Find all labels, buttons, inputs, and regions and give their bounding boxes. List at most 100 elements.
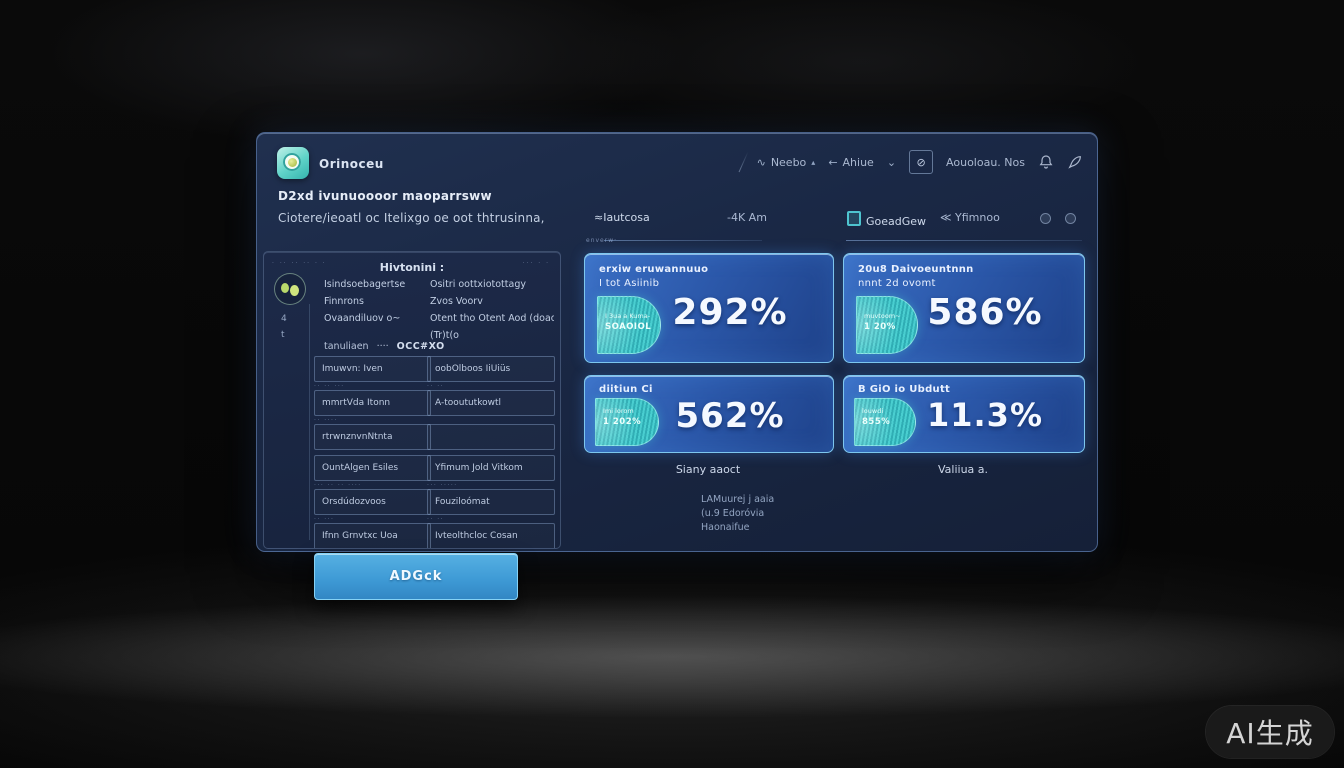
avatar-blob-2 <box>290 285 299 296</box>
card-title: diitiun Ci <box>599 384 653 395</box>
gauge-label: muvtoom~ <box>864 311 901 320</box>
field-hint: ·· ·· <box>427 383 445 390</box>
panel-dots-left: · ·· ·· ·· · · <box>272 260 327 267</box>
nav-menu-1[interactable]: ∿ Neebo ▴ <box>757 156 816 169</box>
metric-card-4: B GiO io Ubdutt louwdi 855% 11.3% <box>843 375 1085 453</box>
card-title: B GiO io Ubdutt <box>858 384 951 395</box>
input-field[interactable]: Fouziloómat <box>427 489 555 515</box>
metric-card-2: 20u8 Daivoeuntnnn nnnt 2d ovomt muvtoom~… <box>843 253 1085 363</box>
input-field[interactable]: Ivteolthcloc Cosan <box>427 523 555 548</box>
input-field[interactable]: A-tooututkowtl <box>427 390 555 416</box>
tab-overview-label: GoeadGew <box>866 215 927 228</box>
metric-value: 11.3% <box>926 396 1043 434</box>
footnote: LAMuurej j aaia (u.9 Edoróvia Haonaifue <box>701 493 774 535</box>
input-field[interactable]: Yfimum Jold Vitkom <box>427 455 555 481</box>
divider-left <box>604 240 762 241</box>
app-logo-icon <box>277 147 309 179</box>
input-field[interactable]: mmrtVda Itonn <box>314 390 431 416</box>
bell-icon[interactable] <box>1038 154 1054 170</box>
avatar-blob-1 <box>281 283 289 293</box>
panel-divider <box>309 304 310 540</box>
gauge-value: 1 20% <box>864 321 896 332</box>
page-title: D2xd ivunuoooor maoparrsww <box>278 189 492 203</box>
quill-icon[interactable] <box>1067 154 1083 170</box>
input-field[interactable] <box>427 424 555 450</box>
profile-menu[interactable]: Aouoloau. Nos <box>946 156 1025 169</box>
ai-watermark-badge: AI生成 <box>1206 706 1334 758</box>
field-hint: ·· ·· <box>427 516 445 523</box>
gauge-icon: Imi lorom 1 202% <box>595 398 659 446</box>
gauge-value: 1 202% <box>603 417 642 428</box>
gauge-icon: muvtoom~ 1 20% <box>856 296 918 354</box>
metric-card-1: erxiw eruwannuuo I tot Asiinib I 3ua a K… <box>584 253 834 363</box>
info-line: Otent tho Otent Aod (doaov~ <box>430 313 554 324</box>
avatar[interactable] <box>274 273 306 305</box>
status-dot-1[interactable] <box>1040 213 1051 224</box>
gauge-label: louwdi <box>862 407 884 416</box>
profile-name: Aouoloau. Nos <box>946 155 1025 169</box>
field-hint: ·· ·· ··· <box>314 383 345 390</box>
info-line: Zvos Voorv <box>430 296 483 307</box>
side-glyph-1: 4 <box>281 314 287 324</box>
input-field[interactable]: Orsdúdozvoos <box>314 489 431 515</box>
submit-button-label: ADGck <box>389 569 443 584</box>
gauge-value: 855% <box>862 417 891 428</box>
toggle-row[interactable]: tanuliaen ···· OCC#XO <box>324 341 445 352</box>
input-field[interactable]: Ifnn Grnvtxc Uoa <box>314 523 431 548</box>
toggle-label: tanuliaen <box>324 341 369 352</box>
mode-toggle-button[interactable]: ⊘ <box>909 150 934 174</box>
card-subtitle: I tot Asiinib <box>599 278 660 289</box>
gauge-icon: I 3ua a Kuma- SOAOIOL <box>597 296 661 354</box>
gauge-label: I 3ua a Kuma- <box>605 311 651 320</box>
caption-right: Valiiua a. <box>937 463 989 476</box>
gauge-icon: louwdi 855% <box>854 398 916 446</box>
input-field[interactable]: oobOlboos IiUiüs <box>427 356 555 382</box>
side-glyph-2: t <box>281 330 285 340</box>
tab-timer[interactable]: ≪ Yfimnoo <box>940 211 1000 224</box>
tab-time[interactable]: -4K Am <box>727 211 767 224</box>
toggle-dots: ···· <box>376 341 389 352</box>
field-hint: ··· ····· <box>427 482 458 489</box>
form-panel: · ·· ·· ·· · · Hivtonini : ··· · · 4 t I… <box>263 251 561 549</box>
info-line: Finnrons <box>324 296 364 307</box>
caption-left: Siany aaoct <box>675 463 741 476</box>
hairline-label: enverw· <box>586 237 618 244</box>
footnote-line: (u.9 Edoróvia <box>701 508 765 519</box>
tab-featured[interactable]: ≈Iautcosa <box>594 211 650 224</box>
nav-menu-2[interactable]: ← Ahiue <box>828 156 874 169</box>
wave-icon: ∿ <box>756 155 766 169</box>
footnote-line: Haonaifue <box>701 522 750 533</box>
divider-right <box>846 240 1082 241</box>
panel-dots-right: ··· · · <box>522 260 550 267</box>
card-title: erxiw eruwannuuo <box>599 264 709 275</box>
divider-slash <box>738 151 749 173</box>
metric-value: 562% <box>675 396 785 436</box>
info-line: Ovaandiluov o~ <box>324 313 401 324</box>
input-field[interactable]: Imuwvn: Iven <box>314 356 431 382</box>
metric-value: 586% <box>927 292 1043 333</box>
logo-dot <box>288 158 297 167</box>
nav-menu-2-label: Ahiue <box>842 155 874 169</box>
tab-overview[interactable]: GoeadGew <box>847 211 926 228</box>
card-title: 20u8 Daivoeuntnnn <box>858 264 974 275</box>
input-field[interactable]: rtrwnznvnNtnta <box>314 424 431 450</box>
info-line: (Tr)t(o <box>430 330 459 341</box>
submit-button[interactable]: ADGck <box>314 553 518 600</box>
field-hint: ·· ··· <box>314 516 335 523</box>
gauge-label: Imi lorom <box>603 407 634 416</box>
field-hint: ·· ···· <box>314 417 338 424</box>
nav-menu-1-label: Neebo <box>770 155 807 169</box>
top-nav: ∿ Neebo ▴ ← Ahiue ⌄ ⊘ Aouoloau. Nos <box>738 145 1083 179</box>
status-dot-2[interactable] <box>1065 213 1076 224</box>
dashboard-window: Orinoceu ∿ Neebo ▴ ← Ahiue ⌄ ⊘ Aouoloau.… <box>256 132 1098 600</box>
chevron-down-icon[interactable]: ⌄ <box>886 155 897 169</box>
card-subtitle: nnnt 2d ovomt <box>858 278 936 289</box>
metric-value: 292% <box>672 292 788 333</box>
metric-card-3: diitiun Ci Imi lorom 1 202% 562% <box>584 375 834 453</box>
input-field[interactable]: OuntAlgen Esiles <box>314 455 431 481</box>
app-title: Orinoceu <box>319 157 384 171</box>
caret-up-icon: ▴ <box>811 157 816 167</box>
info-line: Isindsoebagertse <box>324 279 406 290</box>
footnote-line: LAMuurej j aaia <box>701 494 775 505</box>
